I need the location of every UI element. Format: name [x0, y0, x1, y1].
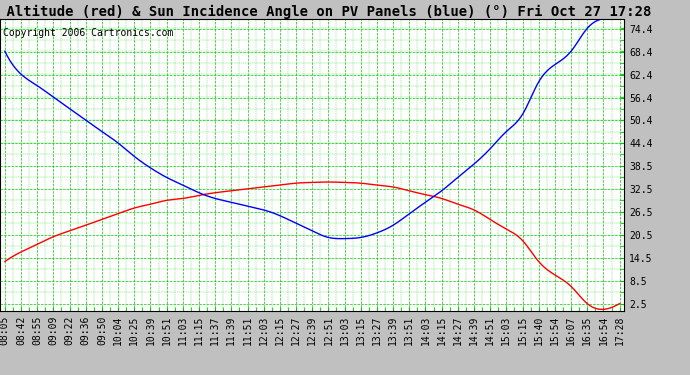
Text: Copyright 2006 Cartronics.com: Copyright 2006 Cartronics.com	[3, 27, 173, 38]
Title: Sun Altitude (red) & Sun Incidence Angle on PV Panels (blue) (°) Fri Oct 27 17:2: Sun Altitude (red) & Sun Incidence Angle…	[0, 4, 651, 19]
